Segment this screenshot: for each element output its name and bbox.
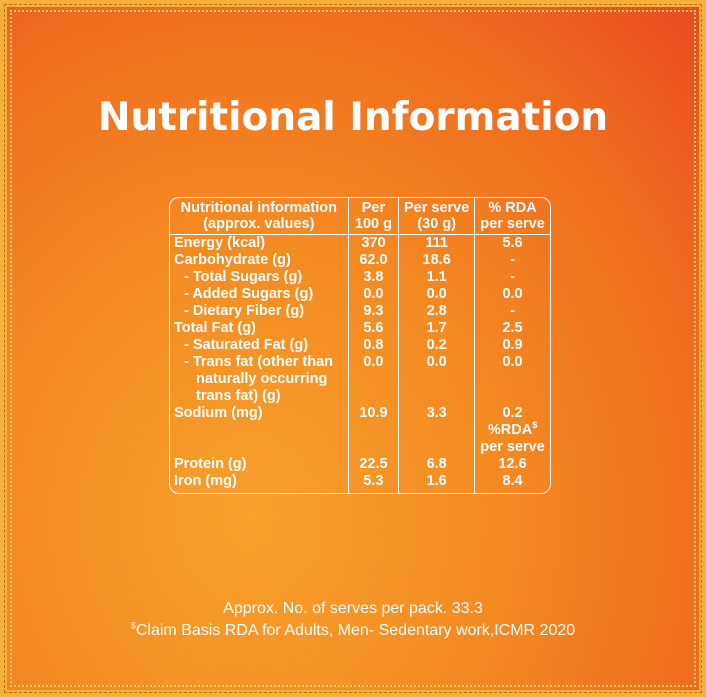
table-row: naturally occurring — [170, 371, 550, 388]
row-label — [170, 422, 348, 439]
value-rda: 0.2 — [474, 405, 550, 422]
value-per-100g — [347, 388, 399, 405]
nutrition-table: Nutritional information (approx. values)… — [169, 197, 551, 494]
value-rda: - — [474, 269, 550, 286]
table-row: Protein (g) 22.5 6.8 12.6 — [170, 456, 550, 473]
row-label: - Total Sugars (g) — [184, 269, 303, 285]
page-title: Nutritional Information — [97, 95, 609, 140]
value-per-100g: 3.8 — [347, 269, 399, 286]
row-label: Energy (kcal) — [174, 235, 266, 251]
value-per-serve — [398, 422, 474, 439]
value-per-serve: 6.8 — [398, 456, 474, 473]
table-row: - Trans fat (other than 0.0 0.0 0.0 — [170, 354, 550, 371]
claim-dollar-sup: $ — [130, 620, 136, 631]
table-header-row: Nutritional information (approx. values)… — [170, 198, 550, 235]
header-per-serve: Per serve (30 g) — [398, 198, 475, 235]
table-row: - Total Sugars (g) 3.8 1.1 - — [170, 269, 550, 286]
header-line: Nutritional information — [180, 200, 337, 216]
value-rda: - — [474, 252, 550, 269]
value-rda: 0.9 — [474, 337, 550, 354]
value-rda: 12.6 — [474, 456, 550, 473]
value-rda: - — [474, 303, 550, 320]
serves-per-pack-note: Approx. No. of serves per pack. 33.3 — [223, 600, 483, 617]
value-per-serve — [398, 388, 474, 405]
row-label — [170, 439, 348, 456]
value-rda — [474, 371, 550, 388]
header-line: (30 g) — [417, 216, 456, 232]
row-label: naturally occurring — [196, 371, 328, 387]
row-label: - Trans fat (other than — [184, 354, 334, 370]
row-label: - Saturated Fat (g) — [184, 337, 309, 353]
header-rda: % RDA per serve — [474, 198, 550, 235]
table-row: Carbohydrate (g) 62.0 18.6 - — [170, 252, 550, 269]
value-rda: 8.4 — [474, 473, 550, 493]
row-label: Iron (mg) — [174, 473, 237, 489]
value-per-serve: 2.8 — [398, 303, 474, 320]
value-per-serve: 111 — [398, 235, 474, 252]
rda-subheader: per serve — [474, 439, 550, 456]
header-line: 100 g — [354, 216, 392, 232]
header-per-100g: Per 100 g — [347, 198, 399, 235]
value-per-serve: 0.2 — [398, 337, 474, 354]
row-label: - Added Sugars (g) — [184, 286, 314, 302]
table-row: %RDA$ — [170, 420, 550, 439]
value-per-100g: 370 — [347, 235, 399, 252]
value-per-serve: 0.0 — [398, 354, 474, 371]
table-row: Total Fat (g) 5.6 1.7 2.5 — [170, 320, 550, 337]
value-per-serve: 0.0 — [398, 286, 474, 303]
value-per-100g: 5.3 — [347, 473, 399, 493]
value-per-serve: 1.6 — [398, 473, 474, 493]
value-per-serve: 1.7 — [398, 320, 474, 337]
header-line: Per serve — [404, 200, 470, 216]
value-per-100g: 62.0 — [347, 252, 399, 269]
row-label: - Dietary Fiber (g) — [184, 303, 305, 319]
value-rda: 0.0 — [474, 286, 550, 303]
value-per-100g: 22.5 — [347, 456, 399, 473]
value-per-serve — [398, 439, 474, 456]
table-row: - Added Sugars (g) 0.0 0.0 0.0 — [170, 286, 550, 303]
table-row: trans fat) (g) — [170, 388, 550, 405]
value-per-100g: 9.3 — [347, 303, 399, 320]
value-rda: 5.6 — [474, 235, 550, 252]
row-label: Carbohydrate (g) — [174, 252, 291, 268]
header-line: per serve — [480, 216, 545, 232]
value-rda — [474, 388, 550, 405]
row-label: trans fat) (g) — [196, 388, 281, 404]
rda-dollar-sup: $ — [532, 420, 538, 431]
value-rda: 0.0 — [474, 354, 550, 371]
table-row: per serve — [170, 439, 550, 456]
value-per-100g — [347, 439, 399, 456]
rda-subheader-text: %RDA — [487, 422, 533, 438]
rda-subheader: %RDA$ — [474, 420, 550, 439]
header-line: % RDA — [488, 200, 537, 216]
row-label: Sodium (mg) — [174, 405, 263, 421]
value-per-100g: 0.8 — [347, 337, 399, 354]
rda-claim-note: $Claim Basis RDA for Adults, Men- Sedent… — [7, 620, 699, 640]
value-per-100g: 5.6 — [347, 320, 399, 337]
value-per-100g: 10.9 — [347, 405, 399, 422]
header-nutritional-information: Nutritional information (approx. values) — [170, 198, 348, 235]
value-per-100g: 0.0 — [347, 354, 399, 371]
value-rda: 2.5 — [474, 320, 550, 337]
table-row: Sodium (mg) 10.9 3.3 0.2 — [170, 405, 550, 422]
table-row: Iron (mg) 5.3 1.6 8.4 — [170, 473, 550, 493]
value-per-serve: 3.3 — [398, 405, 474, 422]
header-line: (approx. values) — [203, 216, 315, 232]
header-line: Per — [361, 200, 386, 216]
value-per-100g: 0.0 — [347, 286, 399, 303]
value-per-serve: 1.1 — [398, 269, 474, 286]
table-row: - Dietary Fiber (g) 9.3 2.8 - — [170, 303, 550, 320]
table-row: - Saturated Fat (g) 0.8 0.2 0.9 — [170, 337, 550, 354]
table-row: Energy (kcal) 370 111 5.6 — [170, 235, 550, 252]
value-per-serve: 18.6 — [398, 252, 474, 269]
value-per-100g — [347, 422, 399, 439]
row-label: Total Fat (g) — [174, 320, 256, 336]
value-per-serve — [398, 371, 474, 388]
row-label: Protein (g) — [174, 456, 247, 472]
rda-claim-text: Claim Basis RDA for Adults, Men- Sedenta… — [135, 622, 576, 639]
value-per-100g — [347, 371, 399, 388]
